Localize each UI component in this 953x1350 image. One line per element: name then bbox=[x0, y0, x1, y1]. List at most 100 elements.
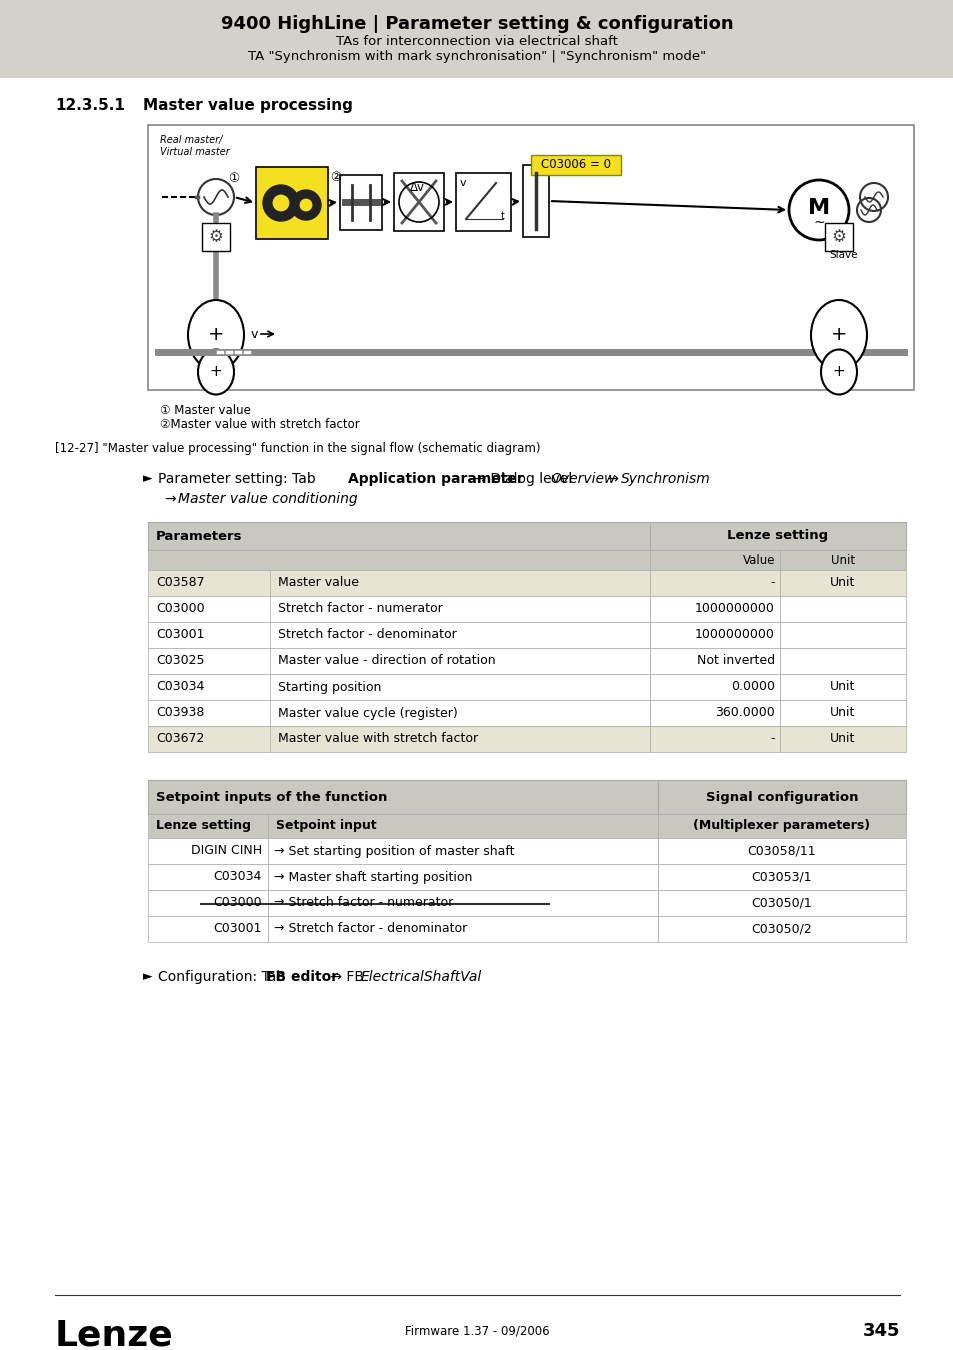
Text: 345: 345 bbox=[862, 1322, 899, 1341]
Bar bbox=[824, 223, 852, 251]
Text: Setpoint input: Setpoint input bbox=[275, 819, 376, 833]
Bar bbox=[780, 648, 905, 674]
Text: Starting position: Starting position bbox=[277, 680, 381, 694]
Bar bbox=[255, 167, 328, 239]
Bar bbox=[148, 864, 268, 890]
Text: ①: ① bbox=[228, 173, 239, 185]
Bar bbox=[148, 126, 913, 390]
Text: Setpoint inputs of the function: Setpoint inputs of the function bbox=[156, 791, 387, 803]
Text: ~: ~ bbox=[812, 216, 824, 230]
Text: [12-27] "Master value processing" function in the signal flow (schematic diagram: [12-27] "Master value processing" functi… bbox=[55, 441, 540, 455]
Bar bbox=[268, 864, 658, 890]
Text: →: → bbox=[165, 491, 181, 506]
Text: +: + bbox=[830, 325, 846, 344]
Circle shape bbox=[291, 190, 320, 220]
Text: DIGIN CINH: DIGIN CINH bbox=[191, 845, 262, 857]
Text: → Dialog level: → Dialog level bbox=[470, 472, 576, 486]
Text: 0.0000: 0.0000 bbox=[730, 680, 774, 694]
Text: ⚙: ⚙ bbox=[209, 228, 223, 246]
Bar bbox=[148, 595, 649, 622]
Text: C03587: C03587 bbox=[156, 576, 204, 590]
Text: C03938: C03938 bbox=[156, 706, 204, 720]
Bar bbox=[649, 570, 780, 595]
Bar bbox=[658, 838, 905, 864]
Bar bbox=[531, 155, 620, 176]
Circle shape bbox=[263, 185, 298, 221]
Text: C03050/2: C03050/2 bbox=[751, 922, 812, 936]
Text: Master value cycle (register): Master value cycle (register) bbox=[277, 706, 457, 720]
Text: Lenze setting: Lenze setting bbox=[727, 529, 828, 543]
Text: C03001: C03001 bbox=[213, 922, 262, 936]
Text: →: → bbox=[602, 472, 622, 486]
Text: v: v bbox=[459, 178, 466, 188]
Text: 12.3.5.1: 12.3.5.1 bbox=[55, 99, 125, 113]
Bar bbox=[394, 173, 443, 231]
Bar bbox=[780, 549, 905, 570]
Text: Unit: Unit bbox=[829, 576, 855, 590]
Text: ① Master value: ① Master value bbox=[160, 404, 251, 417]
Bar bbox=[148, 726, 649, 752]
Text: TAs for interconnection via electrical shaft: TAs for interconnection via electrical s… bbox=[335, 35, 618, 49]
Text: C03034: C03034 bbox=[156, 680, 204, 694]
Bar bbox=[268, 890, 658, 917]
Text: Unit: Unit bbox=[829, 706, 855, 720]
Text: C03000: C03000 bbox=[213, 896, 262, 910]
Bar bbox=[268, 814, 658, 838]
Text: C03053/1: C03053/1 bbox=[751, 871, 811, 883]
Text: Δv: Δv bbox=[409, 181, 424, 194]
Bar bbox=[780, 701, 905, 726]
Text: C03034: C03034 bbox=[213, 871, 262, 883]
Bar bbox=[649, 674, 780, 701]
Text: +: + bbox=[208, 325, 224, 344]
Text: Synchronism: Synchronism bbox=[620, 472, 710, 486]
Text: Lenze setting: Lenze setting bbox=[156, 819, 251, 833]
Text: 360.0000: 360.0000 bbox=[715, 706, 774, 720]
Ellipse shape bbox=[810, 300, 866, 370]
Text: Overview: Overview bbox=[550, 472, 615, 486]
Bar bbox=[658, 864, 905, 890]
Text: M: M bbox=[807, 198, 829, 217]
Bar bbox=[148, 570, 649, 595]
Text: C03672: C03672 bbox=[156, 733, 204, 745]
Text: TA "Synchronism with mark synchronisation" | "Synchronism" mode": TA "Synchronism with mark synchronisatio… bbox=[248, 50, 705, 63]
Text: C03025: C03025 bbox=[156, 655, 204, 667]
Text: Master value conditioning: Master value conditioning bbox=[178, 491, 357, 506]
Bar bbox=[649, 595, 780, 622]
Circle shape bbox=[788, 180, 848, 240]
Text: Parameters: Parameters bbox=[156, 529, 242, 543]
Bar bbox=[649, 648, 780, 674]
Bar bbox=[649, 726, 780, 752]
Text: Unit: Unit bbox=[830, 554, 854, 567]
Bar bbox=[658, 780, 905, 814]
Circle shape bbox=[298, 198, 313, 212]
Text: ②: ② bbox=[330, 171, 341, 184]
Text: (Multiplexer parameters): (Multiplexer parameters) bbox=[693, 819, 870, 833]
Bar bbox=[148, 917, 268, 942]
Text: → Master shaft starting position: → Master shaft starting position bbox=[274, 871, 472, 883]
Bar bbox=[148, 648, 649, 674]
Bar bbox=[456, 173, 511, 231]
Bar bbox=[148, 622, 649, 648]
Bar bbox=[148, 814, 268, 838]
Bar bbox=[148, 674, 649, 701]
Text: Real master/: Real master/ bbox=[160, 135, 222, 144]
Bar bbox=[268, 917, 658, 942]
Text: Master value processing: Master value processing bbox=[143, 99, 353, 113]
Text: C03006 = 0: C03006 = 0 bbox=[540, 158, 610, 171]
Bar bbox=[148, 838, 268, 864]
Bar bbox=[649, 701, 780, 726]
Bar bbox=[780, 726, 905, 752]
Text: t: t bbox=[500, 211, 504, 221]
Text: Master value with stretch factor: Master value with stretch factor bbox=[277, 733, 477, 745]
Bar bbox=[339, 176, 381, 230]
Text: ►: ► bbox=[143, 971, 152, 983]
Text: C03058/11: C03058/11 bbox=[747, 845, 816, 857]
Bar bbox=[148, 549, 649, 570]
Text: ⚙: ⚙ bbox=[831, 228, 845, 246]
Text: Slave: Slave bbox=[829, 250, 858, 261]
Text: C03050/1: C03050/1 bbox=[751, 896, 812, 910]
Text: Configuration: Tab: Configuration: Tab bbox=[158, 971, 290, 984]
Ellipse shape bbox=[198, 350, 233, 394]
Text: +: + bbox=[210, 364, 222, 379]
Bar bbox=[649, 622, 780, 648]
